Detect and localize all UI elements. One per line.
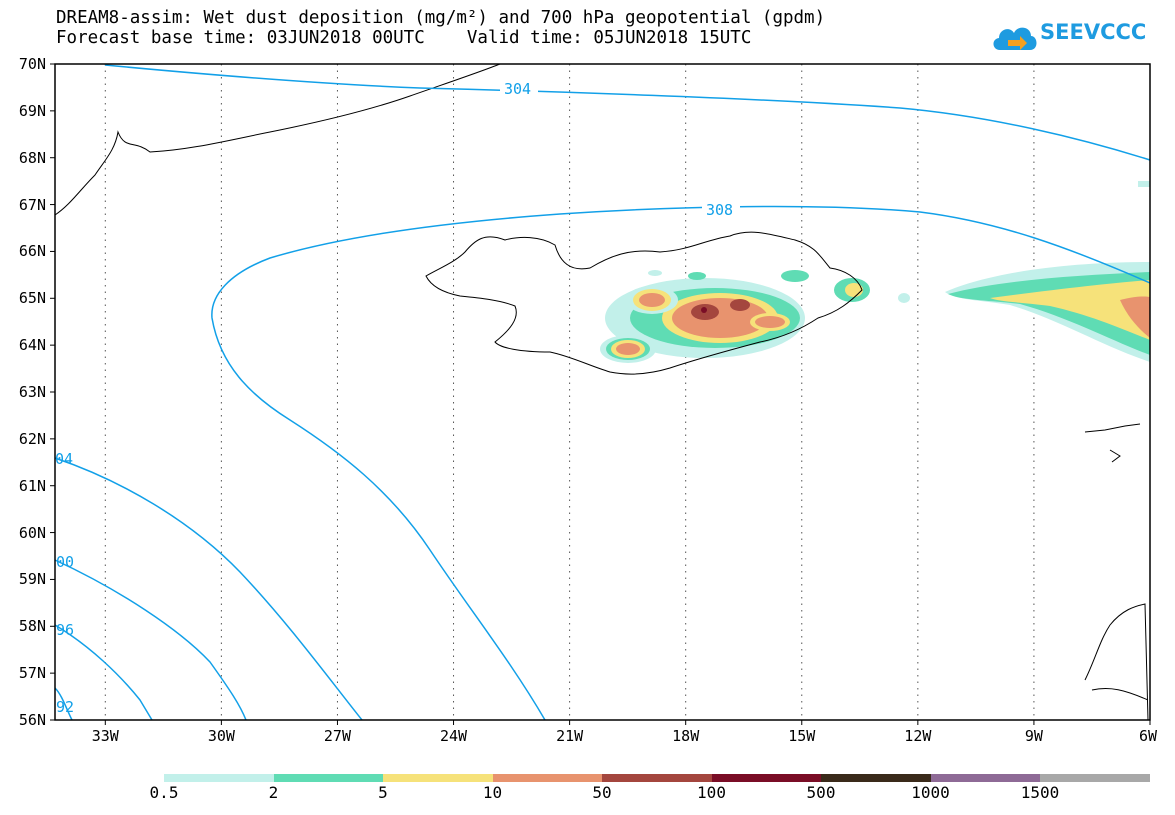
- lat-label: 61N: [18, 476, 46, 495]
- coastlines: [54, 63, 1149, 721]
- lon-label: 21W: [556, 727, 584, 745]
- lon-label: 15W: [788, 727, 816, 745]
- contour-label-304: 304: [504, 80, 531, 98]
- lat-label: 67N: [18, 195, 46, 214]
- dust-area-east-orange: [755, 316, 785, 328]
- colorbar-swatch: [711, 774, 822, 782]
- map-frame: [54, 63, 1151, 721]
- contour-304-north: [104, 64, 1151, 161]
- contour-label-308: 308: [706, 201, 733, 219]
- scotland-coast: [1084, 603, 1149, 721]
- lon-label: 12W: [904, 727, 932, 745]
- title-line-1: DREAM8-assim: Wet dust deposition (mg/m²…: [56, 8, 826, 28]
- colorbar-label: 500: [806, 783, 836, 802]
- dust-area-patch-4: [898, 293, 910, 303]
- geopotential-contours: [54, 64, 1151, 721]
- contour-label-304-south: 04: [55, 450, 73, 468]
- colorbar-label: 1500: [1020, 783, 1060, 802]
- lon-label: 6W: [1138, 727, 1158, 745]
- contour-label-296: 96: [56, 621, 74, 639]
- colorbar-label: 5: [378, 783, 388, 802]
- colorbar-label: 10: [482, 783, 503, 802]
- contour-label-292: 92: [56, 698, 74, 716]
- lat-label: 63N: [18, 383, 46, 401]
- colorbar-swatch: [492, 774, 603, 782]
- lon-label: 9W: [1024, 727, 1043, 745]
- lat-label: 70N: [18, 55, 46, 73]
- dust-deposition-field: [600, 181, 1150, 363]
- lat-label: 58N: [18, 617, 46, 636]
- colorbar-label: 50: [592, 783, 612, 802]
- dust-area-iceland-core-east: [730, 299, 750, 311]
- contour-296: [54, 624, 153, 721]
- faroe-islands: [1084, 423, 1141, 463]
- colorbar-swatch: [821, 774, 931, 782]
- contour-300: [54, 559, 247, 721]
- colorbar-swatch: [273, 774, 384, 782]
- lat-label: 66N: [18, 242, 46, 261]
- lon-label: 27W: [323, 727, 351, 745]
- lat-label: 64N: [18, 336, 46, 355]
- lat-label: 57N: [18, 664, 46, 683]
- dust-area-southwest-orange: [616, 343, 640, 355]
- dust-area-patch-3: [648, 270, 662, 276]
- dust-plume-east-yellow: [990, 280, 1150, 340]
- dust-area-patch-2: [688, 272, 706, 280]
- title-line-2: Forecast base time: 03JUN2018 00UTC Vali…: [56, 28, 752, 48]
- contour-292: [54, 687, 73, 721]
- contour-label-300: 00: [56, 553, 74, 571]
- seevccc-logo: SEEVCCC: [990, 18, 1150, 58]
- colorbar-swatch: [602, 774, 712, 782]
- colorbar-label: 0.5: [149, 783, 179, 802]
- lat-label: 56N: [18, 711, 46, 729]
- lon-label: 30W: [207, 727, 235, 745]
- lat-label: 69N: [18, 101, 46, 120]
- dust-plume-east-orange: [1120, 296, 1150, 338]
- lon-label: 18W: [672, 727, 700, 745]
- colorbar-swatch: [164, 774, 274, 782]
- logo-text: SEEVCCC: [1040, 20, 1147, 44]
- cloud-arrow-icon: [993, 27, 1037, 50]
- lat-label: 68N: [18, 148, 46, 167]
- lat-label: 62N: [18, 429, 46, 448]
- contour-308: [211, 205, 1151, 721]
- colorbar-swatch: [1040, 774, 1150, 782]
- greenland-coast: [54, 63, 501, 216]
- lon-label: 24W: [439, 727, 468, 745]
- iceland-coast: [425, 231, 863, 375]
- contour-304-south: [54, 457, 363, 721]
- dust-area-west-orange: [639, 293, 665, 307]
- colorbar-label: 1000: [911, 783, 950, 802]
- lat-label: 65N: [18, 289, 46, 308]
- contour-labels: 304 308 04 00 96 92: [55, 80, 740, 716]
- lat-label: 60N: [18, 523, 46, 542]
- colorbar-label: 2: [268, 783, 279, 802]
- dust-area-patch-5: [1138, 181, 1150, 187]
- colorbar-swatch: [383, 774, 493, 782]
- dust-area-patch-1: [781, 270, 809, 282]
- colorbar-swatch: [930, 774, 1041, 782]
- map-gridlines: [104, 64, 1035, 720]
- lon-label: 33W: [91, 727, 119, 745]
- axis-ticks: [50, 63, 1151, 725]
- lat-label: 59N: [18, 570, 46, 589]
- colorbar-label: 100: [697, 783, 726, 802]
- dust-area-iceland-peak: [701, 307, 707, 313]
